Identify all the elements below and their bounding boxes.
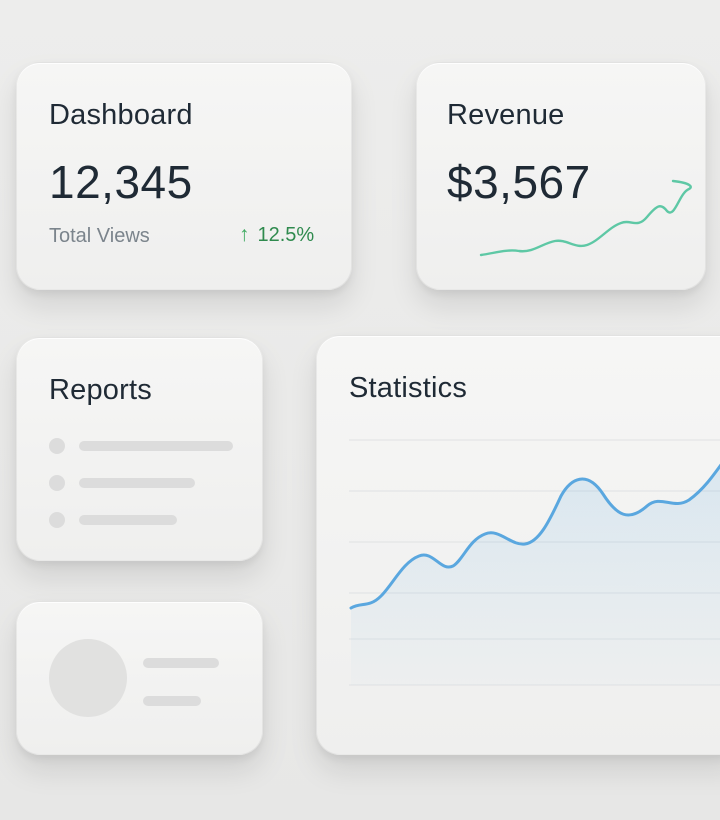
dashboard-subtitle: Total Views: [49, 225, 150, 247]
revenue-sparkline: [479, 179, 692, 257]
arrow-up-icon: ↑: [239, 223, 250, 246]
dashboard-total-views-value: 12,345: [49, 156, 193, 208]
report-bullet-2: [49, 475, 65, 491]
profile-card[interactable]: [16, 601, 263, 755]
dashboard-trend: ↑ 12.5%: [239, 223, 314, 247]
statistics-line: [349, 463, 720, 610]
reports-title: Reports: [49, 374, 152, 406]
revenue-value: $3,567: [447, 156, 591, 208]
report-line-1: [79, 441, 233, 451]
dashboard-card[interactable]: Dashboard 12,345 Total Views ↑ 12.5%: [16, 62, 352, 290]
report-line-2: [79, 478, 195, 488]
dashboard-trend-value: 12.5%: [257, 223, 315, 246]
statistics-title: Statistics: [349, 372, 468, 404]
dashboard-title: Dashboard: [49, 99, 193, 131]
revenue-sparkline-path: [479, 179, 692, 257]
statistics-area-fill: [351, 466, 720, 685]
profile-line-1: [143, 658, 219, 668]
report-bullet-3: [49, 512, 65, 528]
report-line-3: [79, 515, 177, 525]
revenue-card[interactable]: Revenue $3,567: [416, 62, 706, 290]
revenue-title: Revenue: [447, 99, 565, 131]
statistics-chart: [349, 439, 720, 686]
profile-line-2: [143, 696, 201, 706]
statistics-card[interactable]: Statistics: [316, 335, 720, 755]
avatar: [49, 639, 127, 717]
report-bullet-1: [49, 438, 65, 454]
reports-card[interactable]: Reports: [16, 337, 263, 561]
